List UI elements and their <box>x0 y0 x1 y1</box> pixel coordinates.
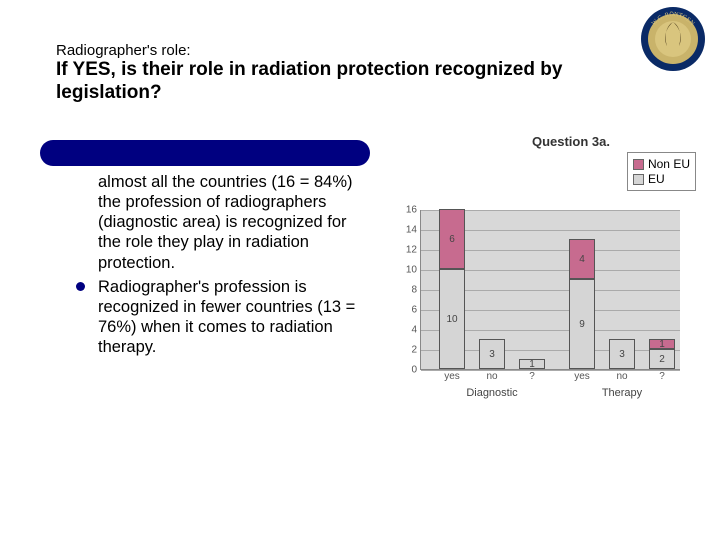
decorative-pill <box>40 140 370 166</box>
x-group-label: Diagnostic <box>432 387 552 399</box>
y-tick: 10 <box>399 265 417 276</box>
y-tick: 14 <box>399 225 417 236</box>
bullet-item: almost all the countries (16 = 84%) the … <box>98 172 364 273</box>
x-group-label: Therapy <box>562 387 682 399</box>
bar-segment-eu: 3 <box>479 339 505 369</box>
bar-column: 12 <box>649 339 675 369</box>
legend-label: Non EU <box>648 157 690 171</box>
chart-title: Question 3a. <box>532 134 610 149</box>
y-tick: 12 <box>399 245 417 256</box>
bar-segment-noneu: 6 <box>439 209 465 269</box>
bar-column: 1 <box>519 359 545 369</box>
x-tick: ? <box>642 371 682 382</box>
bullet-text: Radiographer's profession is recognized … <box>98 278 355 356</box>
y-tick: 8 <box>399 285 417 296</box>
roentgen-logo: W.C. RÖNTGEN <box>640 6 706 72</box>
logo-inner <box>655 21 691 57</box>
slide-header: Radiographer's role: If YES, is their ro… <box>56 42 646 105</box>
bar-segment-eu: 10 <box>439 269 465 369</box>
x-tick: yes <box>562 371 602 382</box>
bullet-icon <box>76 282 85 291</box>
bar-segment-eu: 9 <box>569 279 595 369</box>
chart-legend: Non EU EU <box>627 152 696 191</box>
legend-row: Non EU <box>633 157 690 171</box>
bar-segment-noneu: 1 <box>649 339 675 349</box>
y-tick: 16 <box>399 205 417 216</box>
x-tick: ? <box>512 371 552 382</box>
bar-segment-noneu: 4 <box>569 239 595 279</box>
bar-column: 49 <box>569 239 595 369</box>
bar-column: 610 <box>439 209 465 369</box>
body-text: almost all the countries (16 = 84%) the … <box>98 172 364 361</box>
y-tick: 6 <box>399 305 417 316</box>
bar-segment-eu: 2 <box>649 349 675 369</box>
chart: Question 3a. Non EU EU 0246810121416610y… <box>390 134 700 434</box>
legend-swatch-eu <box>633 174 644 185</box>
chart-plot: 0246810121416610yes3no1?Diagnostic49yes3… <box>420 210 680 370</box>
bar-segment-eu: 1 <box>519 359 545 369</box>
y-tick: 2 <box>399 345 417 356</box>
bar-column: 3 <box>609 339 635 369</box>
legend-swatch-noneu <box>633 159 644 170</box>
y-tick: 0 <box>399 365 417 376</box>
bullet-item: Radiographer's profession is recognized … <box>98 277 364 358</box>
x-tick: no <box>602 371 642 382</box>
legend-label: EU <box>648 172 665 186</box>
header-small-title: Radiographer's role: <box>56 42 646 59</box>
bullet-text: almost all the countries (16 = 84%) the … <box>98 173 353 272</box>
header-big-title: If YES, is their role in radiation prote… <box>56 59 646 105</box>
bar-segment-eu: 3 <box>609 339 635 369</box>
bar-column: 3 <box>479 339 505 369</box>
x-tick: no <box>472 371 512 382</box>
y-tick: 4 <box>399 325 417 336</box>
x-tick: yes <box>432 371 472 382</box>
legend-row: EU <box>633 172 690 186</box>
